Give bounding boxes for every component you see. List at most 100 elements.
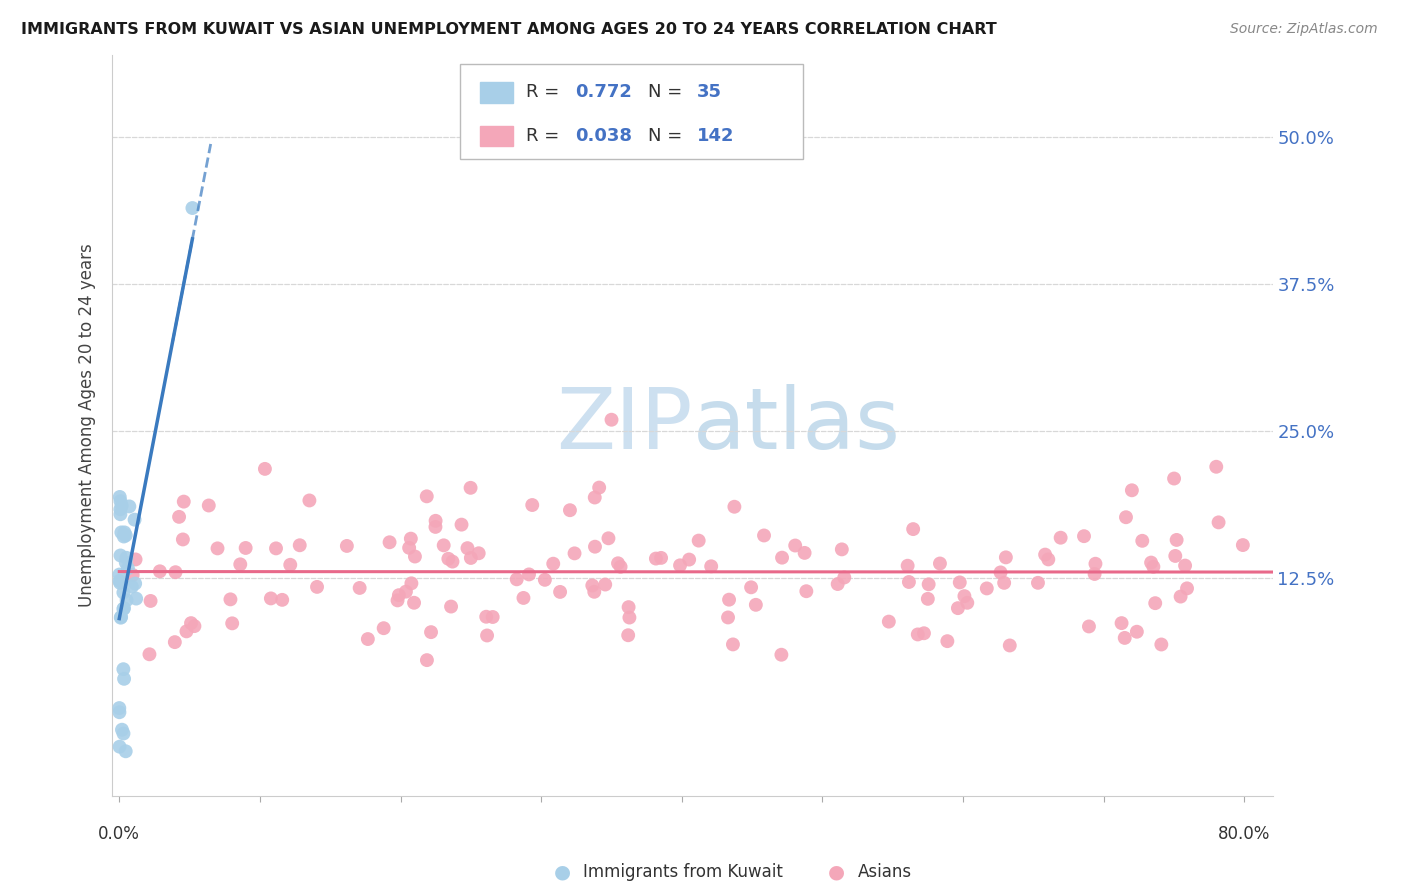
Point: [336, 539, 359, 553]
Point: [110, 610, 132, 624]
Point: [124, 513, 146, 527]
Point: [181, 201, 204, 215]
Point: [564, 546, 586, 560]
Point: [949, 575, 972, 590]
Point: [1232, 538, 1254, 552]
Point: [512, 591, 534, 605]
Point: [770, 648, 793, 662]
Point: [917, 577, 939, 591]
Point: [1150, 638, 1173, 652]
Point: [118, 500, 141, 514]
Point: [1175, 582, 1198, 596]
Point: [678, 552, 700, 566]
Point: [108, 490, 131, 504]
Text: 0.0%: 0.0%: [98, 825, 141, 844]
Point: [110, 610, 132, 624]
Text: Asians: Asians: [858, 863, 911, 881]
Text: R =: R =: [526, 83, 565, 101]
Point: [165, 565, 187, 579]
Point: [138, 648, 160, 662]
Point: [831, 542, 853, 557]
Text: ●: ●: [554, 863, 571, 882]
Point: [897, 574, 920, 589]
Point: [1174, 558, 1197, 573]
Point: [1049, 531, 1071, 545]
Point: [108, 705, 131, 719]
Point: [398, 541, 420, 555]
Point: [264, 541, 287, 556]
Point: [229, 558, 252, 572]
Point: [723, 500, 745, 514]
Point: [946, 601, 969, 615]
Point: [1126, 624, 1149, 639]
Text: ●: ●: [828, 863, 845, 882]
Bar: [479, 82, 513, 103]
Point: [173, 494, 195, 508]
Point: [541, 557, 564, 571]
Point: [832, 570, 855, 584]
Point: [425, 520, 447, 534]
Text: 0.772: 0.772: [575, 83, 633, 101]
Bar: [479, 126, 513, 146]
Point: [548, 585, 571, 599]
Point: [172, 533, 194, 547]
Point: [475, 628, 498, 642]
Point: [112, 672, 135, 686]
Point: [278, 558, 301, 572]
Point: [112, 585, 135, 599]
Point: [1170, 590, 1192, 604]
Point: [112, 601, 135, 615]
Point: [1078, 619, 1101, 633]
Point: [583, 540, 606, 554]
Point: [506, 572, 529, 586]
Point: [378, 535, 401, 549]
Point: [467, 546, 489, 560]
Text: 80.0%: 80.0%: [1218, 825, 1271, 844]
Point: [108, 739, 131, 754]
Point: [617, 628, 640, 642]
Point: [124, 552, 146, 566]
Point: [1033, 548, 1056, 562]
Point: [907, 627, 929, 641]
Point: [936, 634, 959, 648]
Point: [770, 550, 793, 565]
Point: [1163, 471, 1185, 485]
Point: [534, 573, 557, 587]
Point: [607, 556, 630, 570]
Y-axis label: Unemployment Among Ages 20 to 24 years: Unemployment Among Ages 20 to 24 years: [79, 244, 96, 607]
Text: atlas: atlas: [692, 384, 900, 467]
Point: [111, 723, 134, 737]
Text: 35: 35: [697, 83, 723, 101]
Point: [1026, 575, 1049, 590]
Point: [124, 576, 146, 591]
Point: [437, 551, 460, 566]
Point: [416, 653, 439, 667]
Point: [745, 598, 768, 612]
Point: [1111, 616, 1133, 631]
Point: [349, 581, 371, 595]
Point: [112, 726, 135, 740]
Point: [877, 615, 900, 629]
Point: [288, 538, 311, 552]
Point: [740, 580, 762, 594]
Point: [108, 567, 131, 582]
Point: [609, 559, 631, 574]
Point: [235, 541, 257, 555]
Point: [108, 574, 131, 588]
Point: [108, 701, 131, 715]
Point: [917, 591, 939, 606]
Point: [125, 591, 148, 606]
Point: [718, 592, 741, 607]
Point: [115, 550, 138, 565]
Point: [976, 582, 998, 596]
Point: [1084, 566, 1107, 581]
Point: [456, 541, 478, 556]
Point: [167, 509, 190, 524]
Point: [450, 517, 472, 532]
Point: [990, 566, 1012, 580]
Point: [395, 584, 418, 599]
Point: [1121, 483, 1143, 498]
Point: [440, 599, 463, 614]
Point: [581, 578, 603, 592]
Point: [1038, 552, 1060, 566]
